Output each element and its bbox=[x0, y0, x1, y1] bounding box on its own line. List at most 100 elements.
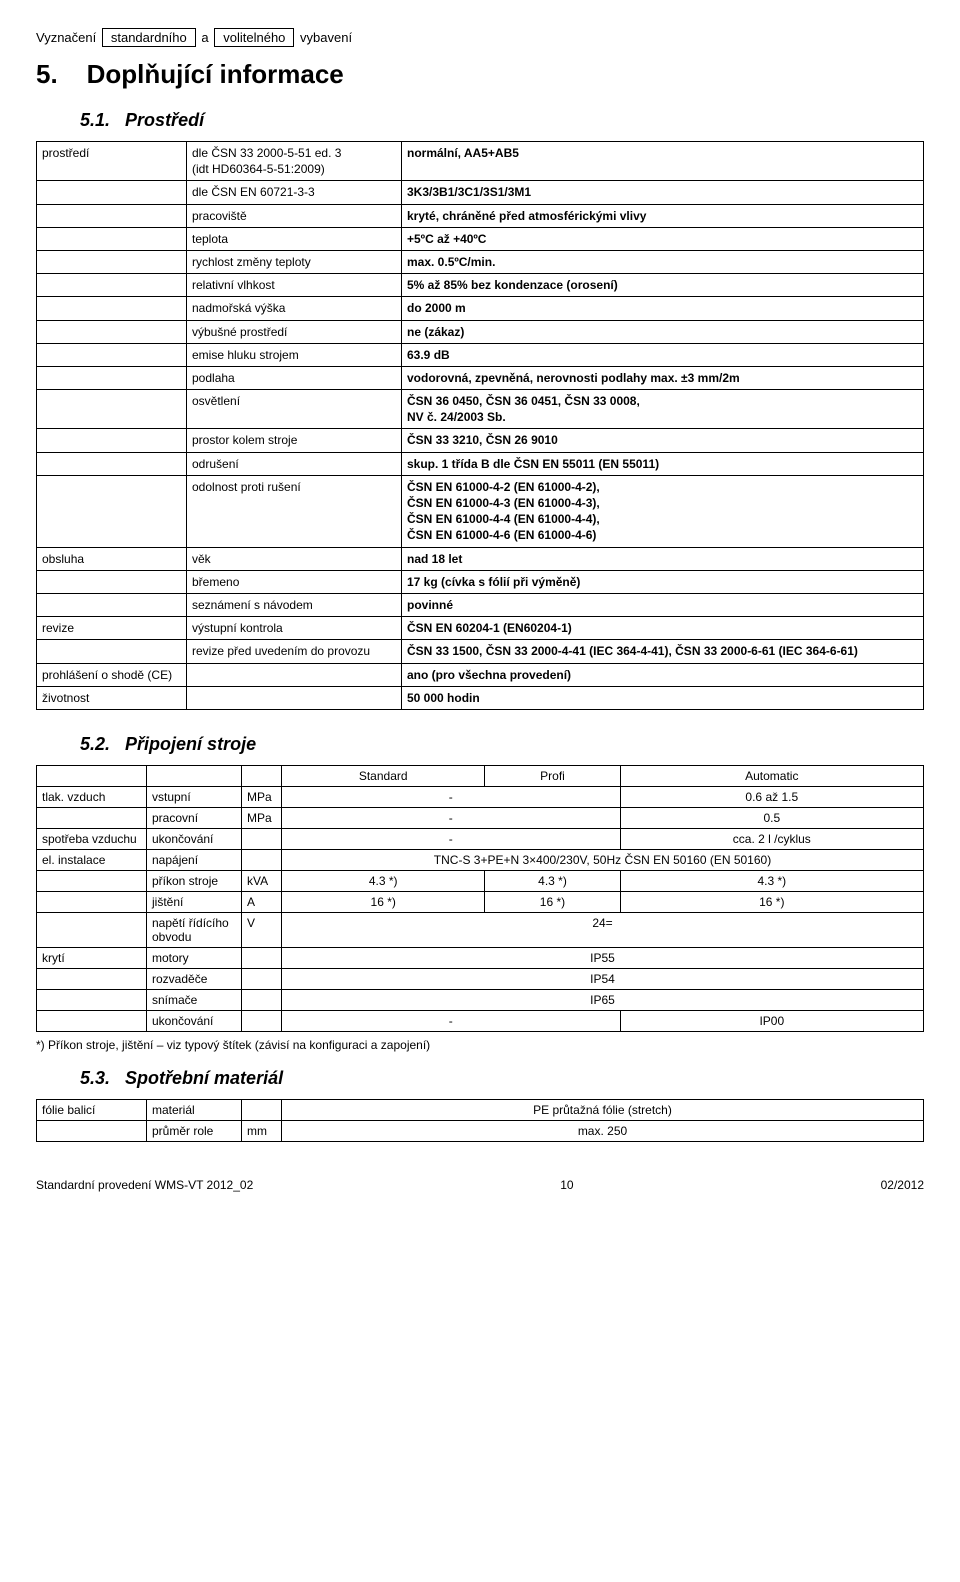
cell-value: ČSN 33 1500, ČSN 33 2000-4-41 (IEC 364-4… bbox=[402, 640, 924, 663]
cell-parameter: průměr role bbox=[147, 1120, 242, 1141]
cell-category bbox=[37, 204, 187, 227]
table-row: spotřeba vzduchuukončování-cca. 2 l /cyk… bbox=[37, 828, 924, 849]
cell-unit: A bbox=[242, 891, 282, 912]
cell-parameter: vstupní bbox=[147, 786, 242, 807]
cell-unit bbox=[242, 828, 282, 849]
cell-parameter: podlaha bbox=[187, 366, 402, 389]
cell-parameter: napájení bbox=[147, 849, 242, 870]
cell-parameter: snímače bbox=[147, 989, 242, 1010]
cell-parameter: výstupní kontrola bbox=[187, 617, 402, 640]
cell-value: IP65 bbox=[282, 989, 924, 1010]
cell-unit: kVA bbox=[242, 870, 282, 891]
table-row: prostředídle ČSN 33 2000-5-51 ed. 3(idt … bbox=[37, 142, 924, 181]
cell-value: TNC-S 3+PE+N 3×400/230V, 50Hz ČSN EN 501… bbox=[282, 849, 924, 870]
cell-value: 4.3 *) bbox=[485, 870, 620, 891]
environment-table: prostředídle ČSN 33 2000-5-51 ed. 3(idt … bbox=[36, 141, 924, 710]
cell-parameter: odrušení bbox=[187, 452, 402, 475]
section-53-heading: 5.3. Spotřební materiál bbox=[80, 1068, 924, 1089]
table-row: rozvaděče IP54 bbox=[37, 968, 924, 989]
cell-category: obsluha bbox=[37, 547, 187, 570]
connection-footnote: *) Příkon stroje, jištění – viz typový š… bbox=[36, 1038, 924, 1052]
section-51-number: 5.1. bbox=[80, 110, 110, 130]
cell-value: 24= bbox=[282, 912, 924, 947]
table-row: tlak. vzduchvstupníMPa-0.6 až 1.5 bbox=[37, 786, 924, 807]
cell-parameter: ukončování bbox=[147, 828, 242, 849]
footer-left: Standardní provedení WMS-VT 2012_02 bbox=[36, 1178, 253, 1192]
cell-category bbox=[37, 297, 187, 320]
cell-value: 3K3/3B1/3C1/3S1/3M1 bbox=[402, 181, 924, 204]
cell-category bbox=[37, 320, 187, 343]
cell-value: 16 *) bbox=[620, 891, 923, 912]
cell-category bbox=[37, 570, 187, 593]
table-row: osvětleníČSN 36 0450, ČSN 36 0451, ČSN 3… bbox=[37, 390, 924, 429]
cell-parameter: odolnost proti rušení bbox=[187, 475, 402, 547]
cell-value: ne (zákaz) bbox=[402, 320, 924, 343]
cell-value: vodorovná, zpevněná, nerovnosti podlahy … bbox=[402, 366, 924, 389]
table-row: krytímotoryIP55 bbox=[37, 947, 924, 968]
cell-category bbox=[37, 274, 187, 297]
cell-category: životnost bbox=[37, 686, 187, 709]
section-5-heading: 5. Doplňující informace bbox=[36, 59, 924, 90]
cell-unit: MPa bbox=[242, 786, 282, 807]
table-row: břemeno17 kg (cívka s fólií při výměně) bbox=[37, 570, 924, 593]
cell-value: normální, AA5+AB5 bbox=[402, 142, 924, 181]
cell-parameter: materiál bbox=[147, 1099, 242, 1120]
cell-value: PE průtažná fólie (stretch) bbox=[282, 1099, 924, 1120]
cell-value: 0.6 až 1.5 bbox=[620, 786, 923, 807]
table-row: ukončování-IP00 bbox=[37, 1010, 924, 1031]
legend-suffix: vybavení bbox=[300, 30, 352, 45]
cell-unit bbox=[242, 947, 282, 968]
table-row: rychlost změny teplotymax. 0.5ºC/min. bbox=[37, 250, 924, 273]
cell-value: - bbox=[282, 786, 621, 807]
table-row: výbušné prostředíne (zákaz) bbox=[37, 320, 924, 343]
page-footer: Standardní provedení WMS-VT 2012_02 10 0… bbox=[36, 1178, 924, 1192]
cell-unit bbox=[242, 989, 282, 1010]
table-row: el. instalacenapájeníTNC-S 3+PE+N 3×400/… bbox=[37, 849, 924, 870]
cell-parameter: revize před uvedením do provozu bbox=[187, 640, 402, 663]
conn-th-automatic: Automatic bbox=[620, 765, 923, 786]
cell-category bbox=[37, 429, 187, 452]
cell-category bbox=[37, 1120, 147, 1141]
cell-value: 4.3 *) bbox=[282, 870, 485, 891]
footer-right: 02/2012 bbox=[881, 1178, 924, 1192]
section-52-heading: 5.2. Připojení stroje bbox=[80, 734, 924, 755]
cell-value: 63.9 dB bbox=[402, 343, 924, 366]
table-row: obsluhavěknad 18 let bbox=[37, 547, 924, 570]
cell-value: IP55 bbox=[282, 947, 924, 968]
cell-unit bbox=[242, 968, 282, 989]
section-5-title: Doplňující informace bbox=[87, 59, 344, 89]
cell-value: - bbox=[282, 1010, 621, 1031]
table-row: nadmořská výškado 2000 m bbox=[37, 297, 924, 320]
cell-parameter: napětí řídícího obvodu bbox=[147, 912, 242, 947]
cell-category bbox=[37, 366, 187, 389]
cell-unit bbox=[242, 1010, 282, 1031]
cell-parameter: pracovní bbox=[147, 807, 242, 828]
section-51-title: Prostředí bbox=[125, 110, 204, 130]
cell-value: 16 *) bbox=[485, 891, 620, 912]
cell-category bbox=[37, 989, 147, 1010]
cell-category: prostředí bbox=[37, 142, 187, 181]
cell-parameter: jištění bbox=[147, 891, 242, 912]
cell-parameter: břemeno bbox=[187, 570, 402, 593]
cell-value: ČSN EN 61000-4-2 (EN 61000-4-2),ČSN EN 6… bbox=[402, 475, 924, 547]
cell-category: fólie balicí bbox=[37, 1099, 147, 1120]
cell-value: ČSN EN 60204-1 (EN60204-1) bbox=[402, 617, 924, 640]
cell-parameter: ukončování bbox=[147, 1010, 242, 1031]
table-row: napětí řídícího obvoduV24= bbox=[37, 912, 924, 947]
legend-optional-box: volitelného bbox=[214, 28, 294, 47]
cell-parameter: teplota bbox=[187, 227, 402, 250]
cell-value: 16 *) bbox=[282, 891, 485, 912]
section-52-number: 5.2. bbox=[80, 734, 110, 754]
cell-parameter: výbušné prostředí bbox=[187, 320, 402, 343]
cell-parameter: rozvaděče bbox=[147, 968, 242, 989]
cell-value: 0.5 bbox=[620, 807, 923, 828]
cell-category bbox=[37, 968, 147, 989]
cell-value: IP54 bbox=[282, 968, 924, 989]
cell-value: nad 18 let bbox=[402, 547, 924, 570]
table-row: revizevýstupní kontrolaČSN EN 60204-1 (E… bbox=[37, 617, 924, 640]
cell-value: 17 kg (cívka s fólií při výměně) bbox=[402, 570, 924, 593]
table-row: odrušenískup. 1 třída B dle ČSN EN 55011… bbox=[37, 452, 924, 475]
footer-page-number: 10 bbox=[560, 1178, 573, 1192]
section-51-heading: 5.1. Prostředí bbox=[80, 110, 924, 131]
cell-parameter: emise hluku strojem bbox=[187, 343, 402, 366]
